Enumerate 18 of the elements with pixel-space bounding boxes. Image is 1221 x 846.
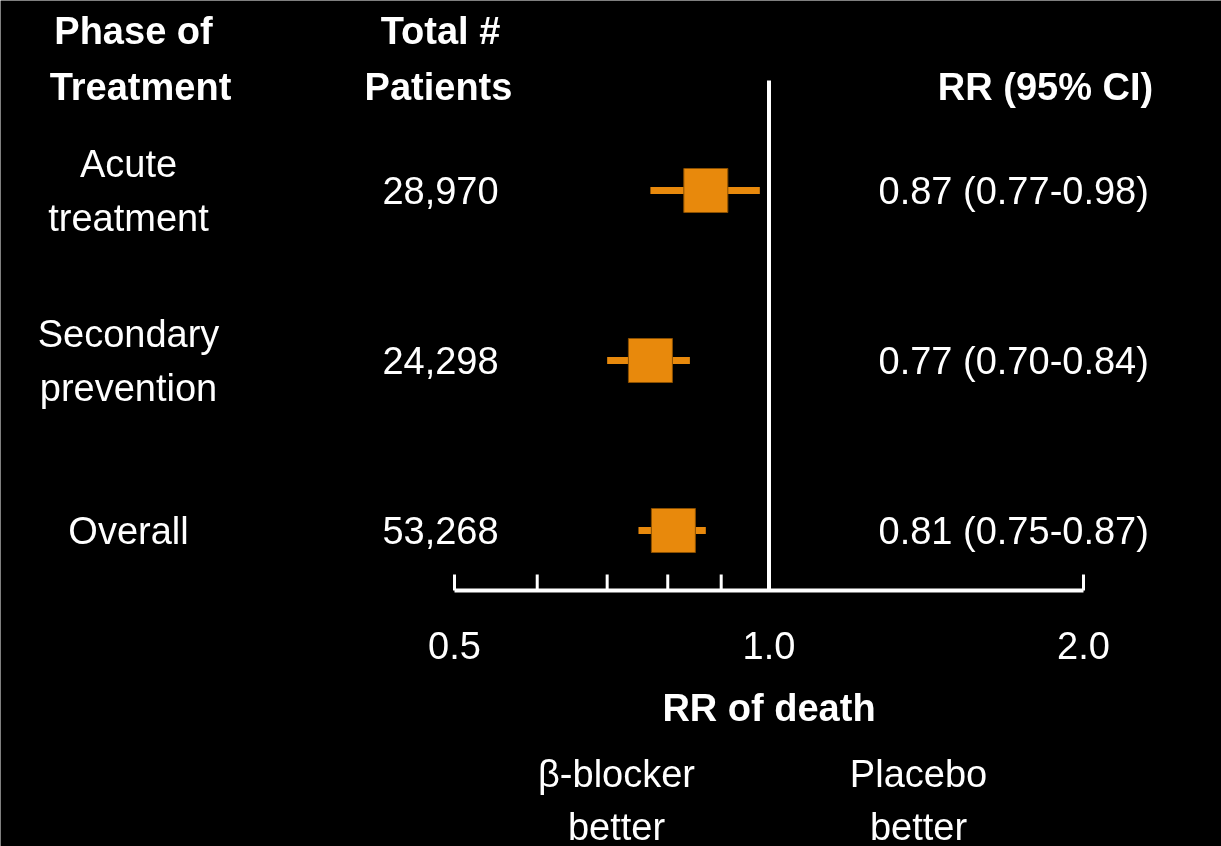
x-axis-title: RR of death	[662, 686, 876, 729]
y-tick-label: Overall	[68, 509, 189, 552]
annotation: 0.81 (0.75-0.87)	[878, 509, 1149, 552]
annotation: 0.77 (0.70-0.84)	[878, 339, 1149, 382]
annotation: RR (95% CI)	[937, 65, 1154, 108]
annotation: 28,970	[382, 170, 499, 212]
x-tick-label: 2.0	[1057, 625, 1110, 667]
annotation: 53,268	[382, 510, 499, 552]
x-tick-label: 0.5	[428, 625, 481, 667]
annotation: Total # Patients	[364, 9, 513, 108]
annotation: 0.87 (0.77-0.98)	[878, 169, 1149, 212]
y-tick-label: Secondary prevention	[37, 312, 220, 409]
y-axis-title: Phase of Treatment	[49, 9, 232, 108]
text: Placebo better	[849, 752, 988, 846]
text: β-blocker better	[538, 752, 696, 846]
y-tick-label: Acute treatment	[48, 142, 210, 239]
x-tick-label: 1.0	[742, 625, 796, 667]
annotation: 24,298	[382, 340, 499, 382]
